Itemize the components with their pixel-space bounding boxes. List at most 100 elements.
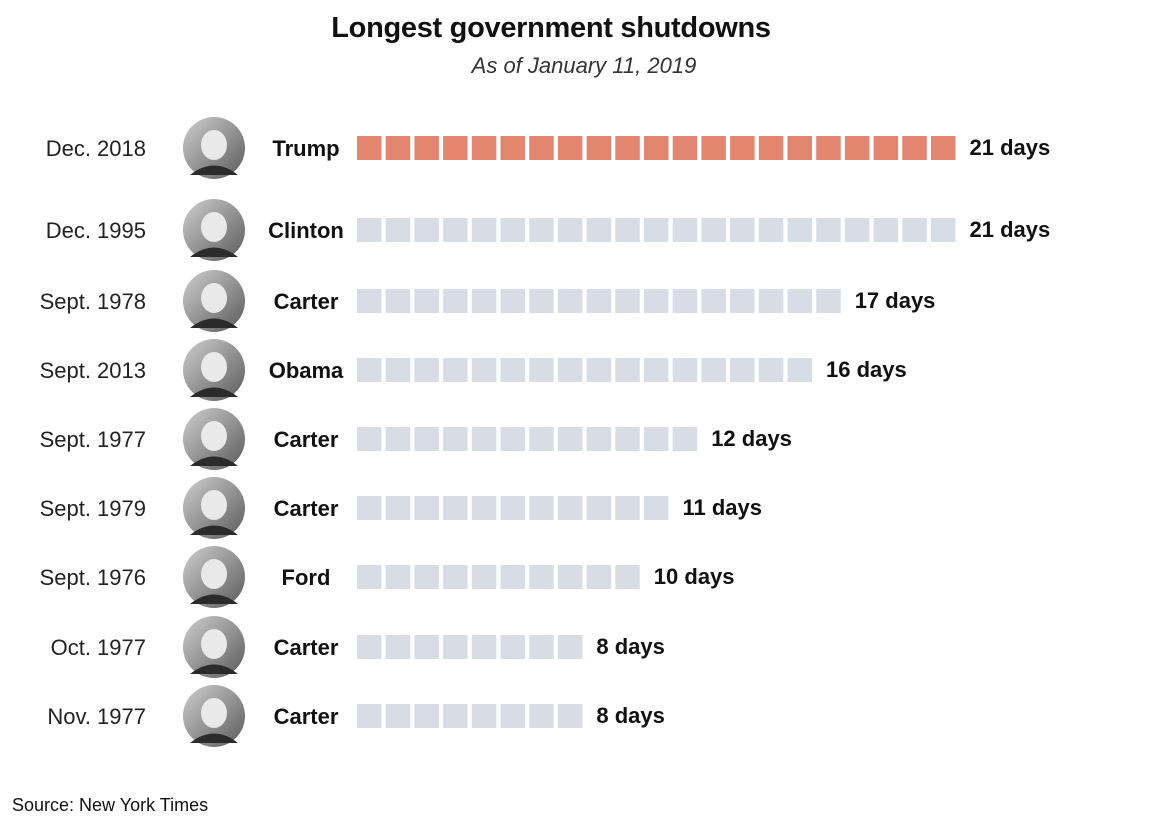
date-label: Sept. 2013 [40,358,146,383]
day-square [443,289,468,313]
day-square [500,218,525,242]
portrait-suit [190,165,238,175]
day-square [844,136,870,160]
president-portrait [183,477,245,539]
day-square [787,218,812,242]
day-square [500,136,525,160]
day-square [385,358,411,382]
day-square [557,218,583,242]
day-square [672,218,698,242]
day-square [672,136,698,160]
president-portrait [183,546,245,608]
day-square [443,635,468,659]
value-label: 10 days [654,564,735,589]
day-square [471,427,497,451]
value-label: 21 days [970,135,1051,160]
day-square [615,358,640,382]
day-square [443,218,468,242]
day-square [816,218,841,242]
day-square [672,289,698,313]
day-square [557,289,583,313]
day-square [931,218,956,242]
day-square [385,635,411,659]
day-square [615,136,640,160]
day-square [586,136,612,160]
chart-row: Nov. 1977 Carter 8 days [47,685,665,747]
day-square [443,496,468,520]
day-square [385,289,411,313]
day-square [557,358,583,382]
date-label: Sept. 1977 [40,427,146,452]
portrait-face [201,212,227,242]
day-square [873,136,899,160]
day-square [500,565,525,589]
date-label: Sept. 1978 [40,289,146,314]
shutdown-chart: Dec. 2018 Trump 21 days Dec. 1995 Clinton 21 … [40,117,1051,747]
portrait-suit [190,387,238,397]
day-square [672,427,698,451]
value-label: 12 days [711,426,792,451]
chart-subtitle: As of January 11, 2019 [471,53,697,78]
date-label: Dec. 2018 [46,136,146,161]
value-label: 8 days [596,703,665,728]
president-portrait [183,199,245,261]
day-square [385,218,411,242]
day-square [357,358,382,382]
day-square [500,358,525,382]
day-square [816,136,841,160]
day-square [443,358,468,382]
day-square [701,289,726,313]
value-label: 17 days [855,288,936,313]
president-name: Obama [269,358,344,383]
day-square [787,136,812,160]
day-square [357,427,382,451]
day-square [586,218,612,242]
day-square [471,635,497,659]
date-label: Oct. 1977 [51,635,146,660]
day-square [471,136,497,160]
chart-row: Sept. 1978 Carter 17 days [40,270,936,332]
day-square [357,289,382,313]
chart-row: Sept. 2013 Obama 16 days [40,339,907,401]
day-square [586,427,612,451]
day-square [443,704,468,728]
day-square [385,565,411,589]
day-square [414,218,439,242]
president-name: Ford [282,565,331,590]
portrait-face [201,629,227,659]
president-name: Carter [274,289,339,314]
day-square [873,218,899,242]
portrait-suit [190,664,238,674]
chart-row: Sept. 1977 Carter 12 days [40,408,792,470]
day-square [414,289,439,313]
president-portrait [183,685,245,747]
day-square [443,427,468,451]
day-square [730,289,755,313]
value-label: 16 days [826,357,907,382]
day-square [414,565,439,589]
day-square [500,635,525,659]
president-portrait [183,616,245,678]
day-square [357,565,382,589]
day-square [557,635,583,659]
day-square [615,565,640,589]
day-square [701,136,726,160]
portrait-face [201,421,227,451]
date-label: Nov. 1977 [47,704,146,729]
chart-row: Sept. 1979 Carter 11 days [40,477,762,539]
day-square [586,358,612,382]
day-square [414,635,439,659]
president-name: Carter [274,427,339,452]
day-square [615,289,640,313]
day-square [471,218,497,242]
president-portrait [183,408,245,470]
chart-row: Dec. 1995 Clinton 21 days [46,199,1050,261]
day-square [644,358,669,382]
portrait-suit [190,247,238,257]
day-square [615,496,640,520]
day-square [357,136,382,160]
portrait-face [201,283,227,313]
day-square [758,218,784,242]
day-square [557,136,583,160]
day-square [471,565,497,589]
